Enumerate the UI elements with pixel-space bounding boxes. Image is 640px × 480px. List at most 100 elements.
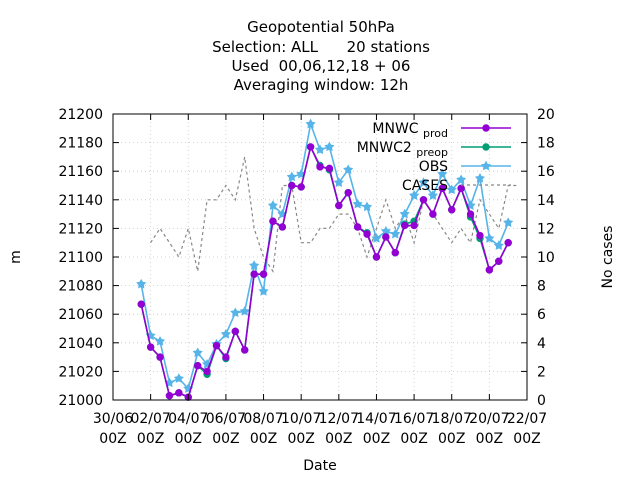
x-tick-label-time: 00Z bbox=[438, 431, 465, 447]
data-point-obs bbox=[286, 171, 297, 182]
series-mnwc-prod bbox=[137, 143, 512, 401]
data-point-mnwc-prod bbox=[485, 266, 494, 274]
data-point-mnwc-prod bbox=[288, 181, 296, 190]
data-point-obs bbox=[192, 347, 203, 358]
y-tick-label: 21040 bbox=[58, 336, 103, 352]
chart-title: Geopotential 50hPa Selection: ALL 20 sta… bbox=[212, 18, 430, 94]
data-point-mnwc-prod bbox=[476, 231, 484, 240]
y-tick-label: 21160 bbox=[58, 164, 103, 180]
x-tick-label-time: 00Z bbox=[99, 431, 126, 447]
y-tick-label: 21100 bbox=[58, 250, 103, 266]
data-point-obs bbox=[314, 144, 326, 155]
data-point-mnwc-prod bbox=[259, 270, 268, 278]
data-point-mnwc-prod bbox=[165, 392, 174, 400]
y2-tick-label: 10 bbox=[537, 250, 555, 266]
data-point-mnwc-prod bbox=[410, 221, 418, 230]
x-tick-label: 02/07 bbox=[130, 411, 170, 427]
title-line-2: Selection: ALL 20 stations bbox=[212, 38, 430, 56]
data-point-mnwc-prod bbox=[344, 188, 352, 197]
data-point-mnwc-prod bbox=[363, 230, 371, 238]
x-tick-label: 12/07 bbox=[319, 411, 359, 427]
data-point-mnwc-prod bbox=[203, 367, 211, 376]
axis-ticks: 30/0600Z02/0700Z04/0700Z06/0700Z08/0700Z… bbox=[58, 107, 554, 447]
x-tick-label-time: 00Z bbox=[325, 431, 352, 447]
series-line-mnwc-prod bbox=[140, 144, 509, 399]
data-point-obs bbox=[503, 217, 514, 227]
data-point-obs bbox=[333, 177, 344, 187]
data-point-mnwc-prod bbox=[297, 183, 305, 191]
x-axis-label: Date bbox=[303, 458, 336, 474]
data-point-mnwc-prod bbox=[316, 163, 324, 171]
legend-item-mnwc-prod: MNWC prod bbox=[372, 121, 511, 140]
data-point-mnwc-prod bbox=[400, 221, 409, 230]
data-point-mnwc-prod bbox=[466, 210, 475, 218]
data-point-obs bbox=[239, 305, 250, 316]
data-point-obs bbox=[173, 373, 184, 383]
data-point-obs bbox=[230, 307, 241, 318]
data-point-obs bbox=[493, 240, 504, 250]
data-point-mnwc-prod bbox=[175, 389, 183, 397]
legend-label: OBS bbox=[419, 159, 448, 175]
data-point-obs bbox=[352, 198, 363, 209]
x-tick-label-time: 00Z bbox=[250, 431, 277, 447]
x-tick-label: 06/07 bbox=[206, 411, 246, 427]
data-point-mnwc-prod bbox=[222, 353, 230, 361]
y2-tick-label: 16 bbox=[537, 164, 555, 180]
data-point-mnwc-prod bbox=[495, 257, 503, 265]
legend-item-obs: OBS bbox=[419, 159, 511, 175]
x-tick-label-time: 00Z bbox=[212, 431, 239, 447]
data-point-obs bbox=[418, 177, 429, 187]
data-point-obs bbox=[324, 141, 335, 152]
legend-item-mnwc2-preop: MNWC2 preop bbox=[357, 140, 511, 159]
legend-marker bbox=[480, 160, 492, 171]
series-line-obs bbox=[140, 120, 509, 391]
data-point-obs bbox=[305, 118, 316, 129]
data-point-mnwc-prod bbox=[193, 361, 202, 370]
data-point-mnwc-prod bbox=[382, 233, 390, 241]
data-point-mnwc-prod bbox=[391, 249, 399, 257]
data-point-obs bbox=[362, 201, 373, 212]
data-point-obs bbox=[484, 233, 495, 243]
data-point-mnwc-prod bbox=[438, 184, 447, 193]
x-tick-label: 18/07 bbox=[432, 411, 472, 427]
x-tick-label-time: 00Z bbox=[363, 431, 390, 447]
data-point-mnwc-prod bbox=[448, 206, 456, 214]
data-point-obs bbox=[399, 208, 410, 219]
data-point-obs bbox=[155, 336, 166, 346]
data-point-mnwc-prod bbox=[231, 327, 240, 336]
y2-tick-label: 14 bbox=[537, 193, 555, 209]
data-point-obs bbox=[258, 285, 269, 296]
data-point-obs bbox=[390, 228, 401, 239]
y-tick-label: 21060 bbox=[58, 307, 103, 323]
data-point-obs bbox=[446, 184, 457, 195]
title-line-1: Geopotential 50hPa bbox=[247, 18, 395, 36]
x-tick-label: 22/07 bbox=[507, 411, 547, 427]
data-point-obs bbox=[474, 172, 485, 183]
x-tick-label-time: 00Z bbox=[476, 431, 503, 447]
title-line-3: Used 00,06,12,18 + 06 bbox=[232, 57, 411, 75]
data-point-obs bbox=[343, 164, 354, 175]
y2-tick-label: 6 bbox=[537, 307, 546, 323]
y-axis-label: m bbox=[8, 250, 24, 264]
y2-axis-label: No cases bbox=[600, 226, 616, 289]
series-obs bbox=[136, 118, 514, 393]
legend-marker bbox=[482, 124, 490, 132]
y2-tick-label: 18 bbox=[537, 136, 555, 152]
x-tick-label: 16/07 bbox=[394, 411, 434, 427]
y-tick-label: 21020 bbox=[58, 364, 103, 380]
series-mnwc2-preop bbox=[137, 143, 512, 401]
grid bbox=[112, 113, 528, 401]
y-tick-label: 21120 bbox=[58, 221, 103, 237]
x-tick-label: 14/07 bbox=[356, 411, 396, 427]
data-point-obs bbox=[249, 260, 260, 270]
x-tick-label: 10/07 bbox=[281, 411, 321, 427]
y2-tick-label: 2 bbox=[537, 364, 546, 380]
x-tick-label: 04/07 bbox=[168, 411, 208, 427]
data-point-mnwc-prod bbox=[419, 196, 428, 204]
data-point-mnwc-prod bbox=[457, 184, 465, 193]
data-point-mnwc-prod bbox=[325, 164, 334, 173]
x-tick-label: 20/07 bbox=[469, 411, 509, 427]
y-tick-label: 21200 bbox=[58, 107, 103, 123]
data-point-mnwc-prod bbox=[429, 210, 437, 218]
